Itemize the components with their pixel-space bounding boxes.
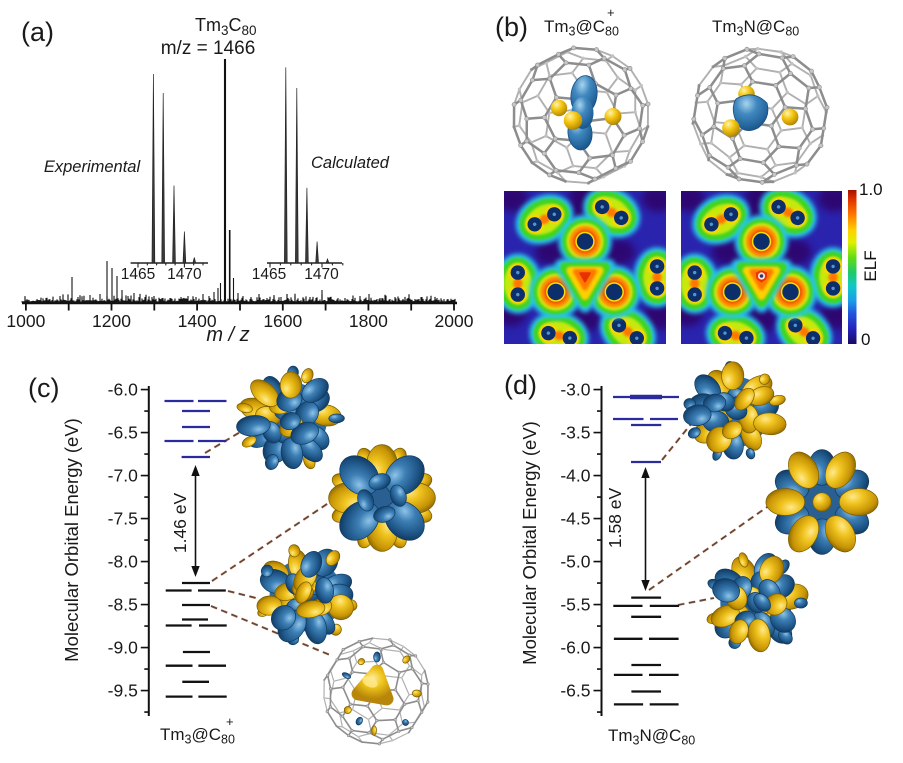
svg-text:-3.5: -3.5 <box>560 423 590 443</box>
svg-text:-4.5: -4.5 <box>560 509 590 529</box>
svg-text:m/z = 1466: m/z = 1466 <box>161 38 256 59</box>
svg-text:Molecular Orbital Energy (eV): Molecular Orbital Energy (eV) <box>61 418 82 662</box>
svg-text:0: 0 <box>861 330 870 349</box>
svg-text:(b): (b) <box>495 12 528 42</box>
svg-text:-8.0: -8.0 <box>108 552 138 572</box>
svg-text:-9.5: -9.5 <box>108 681 138 701</box>
svg-text:-3.0: -3.0 <box>560 380 590 400</box>
svg-text:1465: 1465 <box>252 266 286 283</box>
svg-text:-4.0: -4.0 <box>560 466 590 486</box>
svg-text:1.0: 1.0 <box>859 180 883 199</box>
svg-text:1800: 1800 <box>349 311 388 331</box>
svg-text:-9.0: -9.0 <box>108 638 138 658</box>
svg-text:-6.0: -6.0 <box>560 638 590 658</box>
svg-text:Calculated: Calculated <box>311 154 390 172</box>
svg-text:1000: 1000 <box>6 311 45 331</box>
svg-text:Tm3@C80: Tm3@C80 <box>544 17 619 39</box>
svg-text:Experimental: Experimental <box>44 158 142 176</box>
svg-text:(a): (a) <box>21 17 54 47</box>
svg-text:-6.5: -6.5 <box>108 423 138 443</box>
svg-text:-6.0: -6.0 <box>108 380 138 400</box>
svg-text:2000: 2000 <box>435 311 474 331</box>
svg-text:1470: 1470 <box>167 266 202 283</box>
svg-text:Tm3@C80: Tm3@C80 <box>160 725 235 747</box>
svg-text:1400: 1400 <box>178 311 217 331</box>
svg-text:(c): (c) <box>28 373 59 403</box>
svg-text:-5.0: -5.0 <box>560 552 590 572</box>
svg-text:1.58 eV: 1.58 eV <box>605 488 625 549</box>
svg-text:1.46 eV: 1.46 eV <box>170 493 190 554</box>
svg-text:+: + <box>607 5 615 20</box>
svg-text:+: + <box>226 714 234 729</box>
svg-text:ELF: ELF <box>861 250 880 281</box>
svg-text:-8.5: -8.5 <box>108 595 138 615</box>
svg-text:-7.0: -7.0 <box>108 466 138 486</box>
svg-text:1200: 1200 <box>92 311 131 331</box>
svg-text:1465: 1465 <box>121 266 155 283</box>
svg-text:Tm3N@C80: Tm3N@C80 <box>712 17 799 39</box>
svg-text:1600: 1600 <box>263 311 302 331</box>
svg-text:-7.5: -7.5 <box>108 509 138 529</box>
svg-text:-5.5: -5.5 <box>560 595 590 615</box>
svg-text:Tm3N@C80: Tm3N@C80 <box>608 726 695 748</box>
svg-text:Tm3C80: Tm3C80 <box>195 15 257 38</box>
svg-text:m / z: m / z <box>206 324 249 346</box>
svg-text:1470: 1470 <box>304 266 339 283</box>
svg-text:-6.5: -6.5 <box>560 681 590 701</box>
svg-text:(d): (d) <box>504 370 537 400</box>
svg-text:Molecular Orbital Energy (eV): Molecular Orbital Energy (eV) <box>519 421 540 665</box>
